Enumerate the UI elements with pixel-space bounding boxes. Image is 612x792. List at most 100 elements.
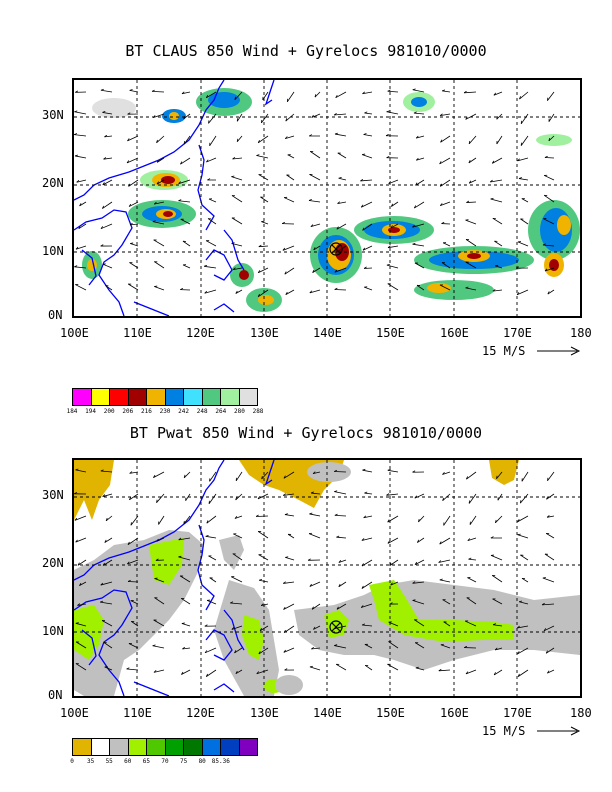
colorbar-swatch — [165, 389, 184, 405]
wind-vector — [440, 644, 451, 649]
colorbar-swatch — [184, 739, 203, 755]
wind-vector — [256, 515, 269, 517]
wind-vector — [336, 603, 347, 610]
wind-vector-head — [441, 89, 446, 92]
wind-vector — [334, 289, 347, 291]
wind-vector-head — [541, 602, 545, 606]
wind-vector-head — [309, 583, 312, 587]
wind-vector — [544, 194, 555, 203]
wind-vector-head — [543, 628, 547, 632]
wind-vector-head — [284, 513, 288, 515]
wind-vector — [465, 287, 477, 291]
wind-vector-head — [156, 181, 159, 185]
wind-vector — [129, 262, 139, 269]
wind-vector-head — [284, 136, 288, 139]
wind-vector — [208, 113, 217, 124]
wind-vector — [256, 669, 269, 675]
wind-vector — [497, 493, 503, 501]
wind-vector-head — [74, 265, 78, 268]
wind-vector-head — [79, 582, 82, 586]
wind-vector-head — [129, 222, 133, 226]
wind-vector — [544, 267, 555, 272]
wind-vector — [361, 559, 373, 567]
wind-vector — [311, 647, 321, 650]
wind-vector — [74, 134, 87, 137]
wind-vector — [496, 113, 503, 120]
wind-vector — [102, 559, 113, 566]
wind-vector-head — [77, 562, 80, 566]
wind-vector — [231, 243, 243, 247]
wind-vector — [360, 179, 373, 182]
wind-vector-head — [283, 649, 287, 653]
wind-vector — [521, 198, 529, 203]
wind-vector-head — [387, 89, 391, 92]
wind-vector — [75, 641, 87, 649]
wind-vector — [126, 668, 139, 671]
wind-vector — [414, 619, 425, 627]
wind-vector-head — [442, 472, 445, 475]
wind-vector-head — [519, 500, 522, 504]
wind-vector-head — [205, 534, 209, 537]
wind-vector-head — [76, 179, 80, 183]
wind-vector-head — [285, 291, 288, 295]
colorbar-swatch — [202, 389, 221, 405]
panel2-scale-arrow-icon — [536, 726, 580, 736]
wind-vector-head — [360, 178, 364, 182]
colorbar-label: 200 — [103, 408, 115, 415]
wind-vector — [258, 554, 269, 561]
wind-vector-head — [439, 183, 443, 187]
wind-vector-head — [414, 561, 418, 565]
wind-vector — [309, 513, 321, 517]
wind-vector — [438, 669, 451, 672]
wind-vector — [181, 669, 191, 675]
panel2-xtick-150e: 150E — [376, 706, 405, 720]
panel1-scale-text: 15 M/S — [482, 344, 526, 358]
wind-vector-head — [363, 515, 367, 519]
wind-vector — [364, 112, 373, 115]
wind-vector-head — [234, 650, 237, 654]
wind-vector — [204, 289, 217, 294]
wind-vector-head — [412, 88, 416, 91]
wind-vector-head — [181, 622, 185, 624]
panel2-map-graphics — [74, 460, 580, 696]
wind-vector-head — [465, 286, 469, 289]
wind-vector-head — [74, 154, 79, 157]
wind-vector — [312, 471, 321, 475]
wind-vector-head — [314, 94, 317, 98]
wind-vector-head — [466, 476, 469, 480]
wind-vector-head — [100, 600, 104, 603]
wind-vector — [156, 537, 165, 542]
wind-vector-head — [183, 115, 186, 119]
wind-vector-head — [360, 605, 364, 608]
wind-vector — [153, 619, 165, 627]
wind-vector — [179, 575, 191, 583]
wind-vector-head — [129, 89, 133, 91]
wind-vector — [236, 135, 243, 142]
wind-vector-head — [257, 139, 260, 144]
wind-vector — [235, 669, 243, 675]
wind-vector — [282, 245, 295, 251]
wind-vector — [544, 553, 555, 561]
wind-vector — [464, 620, 477, 627]
wind-vector — [466, 201, 477, 203]
wind-vector — [521, 471, 529, 482]
wind-vector — [493, 624, 503, 627]
wind-vector — [466, 597, 477, 605]
wind-vector-head — [363, 266, 367, 269]
wind-vector — [466, 471, 477, 480]
wind-vector-head — [313, 626, 316, 630]
panel2-ytick-10n: 10N — [42, 624, 64, 638]
wind-vector — [75, 469, 87, 473]
wind-vector-head — [415, 182, 418, 186]
wind-vector-head — [102, 111, 106, 113]
wind-vector-head — [156, 159, 159, 163]
wind-vector — [387, 537, 399, 544]
wind-vector-head — [151, 89, 155, 92]
wind-vector — [336, 223, 347, 230]
wind-vector — [154, 578, 165, 583]
wind-vector — [492, 289, 503, 292]
wind-vector — [516, 289, 529, 296]
wind-vector — [548, 113, 555, 122]
wind-vector-head — [544, 155, 548, 158]
wind-vector-head — [102, 494, 106, 497]
